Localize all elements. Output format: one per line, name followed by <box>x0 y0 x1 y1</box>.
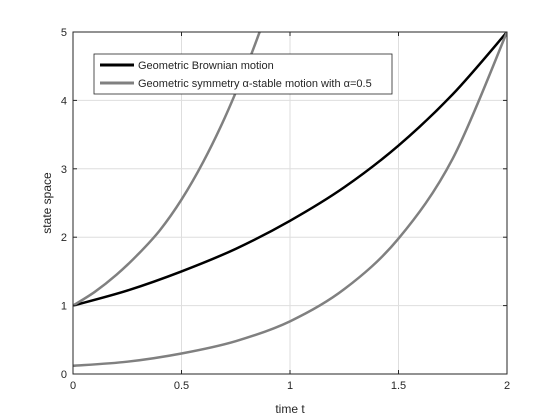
x-tick-label: 1.5 <box>391 380 406 392</box>
x-tick-label: 2 <box>504 380 510 392</box>
legend-box <box>93 53 393 95</box>
legend-entry-gbm: Geometric Brownian motion <box>138 60 274 72</box>
ticks: 0 0.5 1 1.5 2 0 1 2 3 4 5 <box>61 27 510 392</box>
y-tick-label: 1 <box>61 301 67 313</box>
series-line-0 <box>73 32 507 307</box>
series-line-2 <box>73 32 507 368</box>
y-tick-label: 4 <box>61 95 67 107</box>
y-tick-label: 0 <box>61 369 67 381</box>
y-tick-label: 2 <box>61 232 67 244</box>
y-tick-label: 3 <box>61 164 67 176</box>
x-tick-label: 0.5 <box>174 380 189 392</box>
y-axis-label: state space <box>40 172 54 234</box>
y-tick-label: 5 <box>61 27 67 39</box>
x-tick-label: 0 <box>70 380 76 392</box>
x-tick-label: 1 <box>287 380 293 392</box>
legend-entry-alpha-stable: Geometric symmetry α-stable motion with … <box>138 78 372 90</box>
x-axis-label: time t <box>275 402 305 416</box>
legend: Geometric Brownian motion Geometric symm… <box>93 53 393 95</box>
